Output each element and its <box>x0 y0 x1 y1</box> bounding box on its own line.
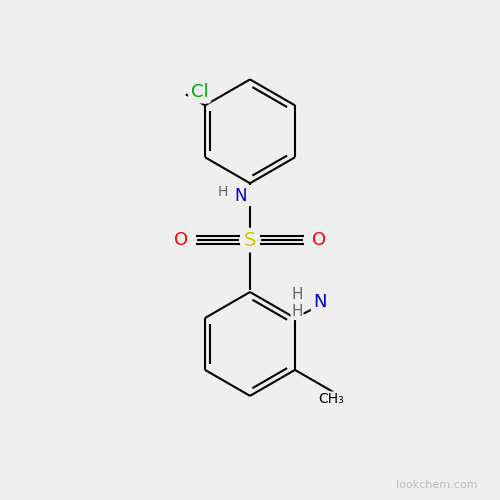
Text: CH₃: CH₃ <box>318 392 344 406</box>
Text: O: O <box>174 231 188 249</box>
Text: H: H <box>292 287 303 302</box>
Text: N: N <box>314 293 327 311</box>
Text: Cl: Cl <box>191 83 208 101</box>
Text: lookchem.com: lookchem.com <box>396 480 477 490</box>
Text: N: N <box>235 186 248 204</box>
Text: H: H <box>218 184 228 198</box>
Text: O: O <box>312 231 326 249</box>
Text: H: H <box>292 304 303 320</box>
Text: S: S <box>244 230 256 250</box>
